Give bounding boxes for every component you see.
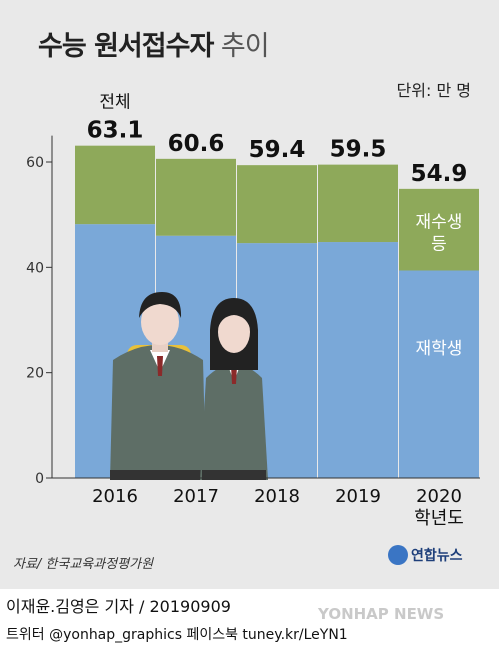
logo-text: 연합뉴스 bbox=[411, 548, 463, 564]
title-main: 수능 원서접수자 bbox=[38, 31, 214, 62]
byline: 이재윤.김영은 기자 / 20190909 bbox=[6, 597, 231, 616]
bar-repeat-etc bbox=[399, 188, 479, 271]
bars bbox=[75, 145, 479, 478]
total-label: 전체 bbox=[99, 93, 130, 113]
bar-repeat-etc bbox=[318, 164, 398, 243]
chart-title: 수능 원서접수자 추이 bbox=[38, 24, 270, 63]
x-tick-label: 2018 bbox=[254, 486, 300, 507]
legend-label-repeat-etc: 재수생 bbox=[416, 213, 463, 233]
total-value-label: 54.9 bbox=[411, 161, 468, 187]
bar-repeat-etc bbox=[156, 158, 236, 236]
legend-label-repeat-etc-2: 등 bbox=[431, 235, 447, 255]
bar-repeat-etc bbox=[75, 145, 155, 225]
yonhap-logo: 연합뉴스 bbox=[388, 545, 463, 565]
footer: 이재윤.김영은 기자 / 20190909 트위터 @yonhap_graphi… bbox=[0, 589, 499, 650]
female-student-figure bbox=[200, 298, 268, 480]
y-tick-label: 20 bbox=[26, 366, 44, 382]
y-axis: 0 20 40 60 bbox=[26, 135, 53, 487]
y-tick-label: 40 bbox=[26, 260, 44, 276]
total-value-label: 60.6 bbox=[168, 131, 225, 157]
male-student-figure bbox=[110, 292, 206, 480]
x-tick-label: 2017 bbox=[173, 486, 219, 507]
watermark: YONHAP NEWS bbox=[318, 605, 445, 623]
bar-current-students bbox=[399, 270, 479, 478]
category-note: 학년도 bbox=[414, 508, 464, 529]
y-tick-label: 0 bbox=[35, 471, 44, 487]
x-tick-label: 2020 bbox=[416, 486, 462, 507]
bar-current-students bbox=[318, 242, 398, 478]
title-sub: 추이 bbox=[220, 31, 270, 62]
y-tick-label: 60 bbox=[26, 155, 44, 171]
bar-repeat-etc bbox=[237, 165, 317, 244]
yonhap-logo-icon bbox=[388, 545, 408, 565]
students-illustration bbox=[110, 292, 268, 480]
social-links: 트위터 @yonhap_graphics 페이스북 tuney.kr/LeYN1 bbox=[6, 627, 348, 643]
total-value-label: 63.1 bbox=[87, 118, 144, 144]
legend-label-current-students: 재학생 bbox=[416, 339, 463, 359]
x-tick-label: 2016 bbox=[92, 486, 138, 507]
x-tick-label: 2019 bbox=[335, 486, 381, 507]
source-note: 자료/ 한국교육과정평가원 bbox=[13, 557, 154, 572]
total-value-label: 59.4 bbox=[249, 137, 306, 163]
unit-label: 단위: 만 명 bbox=[396, 81, 471, 100]
total-value-label: 59.5 bbox=[330, 137, 387, 163]
